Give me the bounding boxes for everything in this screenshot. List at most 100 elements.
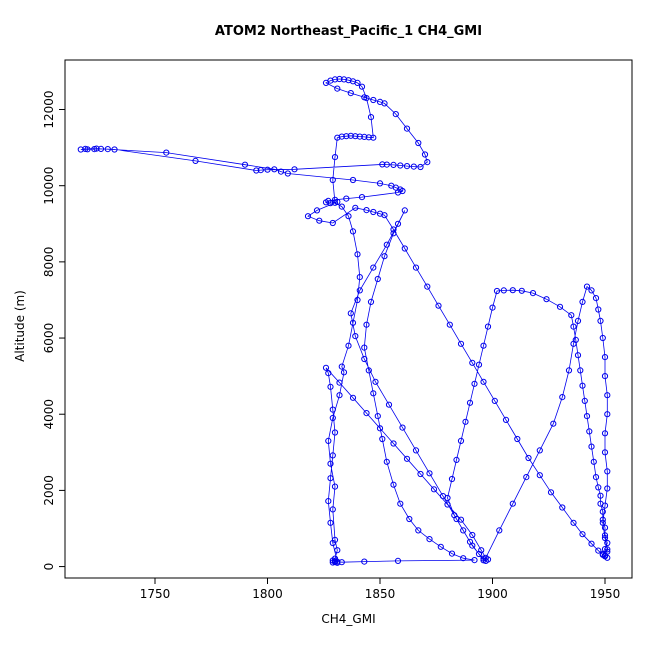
data-point-marker <box>588 287 595 294</box>
data-point-marker <box>415 527 422 534</box>
data-point-marker <box>601 524 609 531</box>
data-point-marker <box>347 90 354 97</box>
chart-title: ATOM2 Northeast_Pacific_1 CH4_GMI <box>214 24 483 39</box>
data-point-marker <box>381 212 388 219</box>
data-point-marker <box>579 531 586 538</box>
data-point-marker <box>77 146 84 153</box>
data-point-marker <box>550 420 557 427</box>
data-point-marker <box>304 213 312 220</box>
data-point-marker <box>448 475 456 483</box>
data-point-marker <box>471 557 478 564</box>
data-point-marker <box>291 166 298 173</box>
data-point-marker <box>104 146 111 153</box>
data-point-marker <box>500 287 507 294</box>
data-point-marker <box>322 364 330 371</box>
data-point-marker <box>601 534 609 542</box>
data-point-marker <box>417 470 424 478</box>
data-point-marker <box>349 394 357 401</box>
data-point-marker <box>586 428 593 435</box>
data-point-marker <box>489 304 496 311</box>
y-tick-label: 8000 <box>42 247 56 278</box>
data-point-marker <box>376 180 384 187</box>
data-point-marker <box>379 435 386 443</box>
data-point-marker <box>426 536 433 543</box>
data-point-marker <box>390 161 397 168</box>
data-point-marker <box>518 287 525 294</box>
data-point-marker <box>583 413 591 420</box>
data-point-marker <box>327 519 334 526</box>
y-axis-label: Altitude (m) <box>13 290 27 362</box>
y-tick-label: 0 <box>42 563 56 571</box>
data-point-marker <box>509 500 516 507</box>
data-point-marker <box>370 134 377 141</box>
data-point-marker <box>426 470 433 477</box>
data-point-marker <box>543 296 550 303</box>
data-point-marker <box>356 133 363 140</box>
data-point-marker <box>457 437 465 444</box>
data-point-marker <box>343 133 350 140</box>
data-point-marker <box>381 253 388 260</box>
x-tick-label: 1750 <box>140 587 171 601</box>
data-point-marker <box>365 367 372 374</box>
data-point-marker <box>410 163 417 170</box>
data-point-marker <box>376 425 384 432</box>
data-point-marker <box>460 527 467 534</box>
data-point-marker <box>163 149 170 156</box>
data-point-marker <box>601 373 609 380</box>
data-point-marker <box>579 298 586 305</box>
data-point-marker <box>82 145 89 152</box>
data-point-marker <box>604 392 611 399</box>
data-point-marker <box>601 449 609 456</box>
data-point-marker <box>601 532 609 539</box>
data-point-marker <box>462 418 469 425</box>
data-point-marker <box>358 83 366 90</box>
data-point-marker <box>601 354 609 361</box>
data-point-marker <box>482 554 489 561</box>
data-point-marker <box>437 543 444 550</box>
data-point-marker <box>343 195 350 202</box>
data-point-marker <box>597 317 604 324</box>
data-point-marker <box>370 208 377 216</box>
data-point-marker <box>331 483 339 490</box>
data-point-marker <box>329 414 336 422</box>
data-point-marker <box>334 558 341 565</box>
data-point-marker <box>583 283 591 290</box>
data-point-marker <box>581 397 588 404</box>
data-point-marker <box>448 550 456 557</box>
data-point-marker <box>493 287 501 295</box>
data-point-marker <box>592 474 600 481</box>
data-point-marker <box>257 167 264 174</box>
data-point-marker <box>347 132 354 139</box>
data-point-marker <box>316 217 323 224</box>
data-point-marker <box>570 340 577 347</box>
data-point-marker <box>604 485 611 492</box>
data-point-marker <box>354 251 361 258</box>
data-point-marker <box>556 303 564 310</box>
data-point-marker <box>347 310 354 317</box>
data-point-marker <box>370 96 377 104</box>
data-point-marker <box>424 159 431 166</box>
data-point-marker <box>372 378 379 385</box>
data-point-marker <box>460 555 467 562</box>
data-point-marker <box>192 157 199 164</box>
data-point-marker <box>412 264 420 271</box>
data-point-marker <box>390 440 397 447</box>
data-point-marker <box>601 546 609 553</box>
data-point-marker <box>349 176 357 184</box>
data-point-marker <box>595 306 602 313</box>
data-point-marker <box>361 94 368 101</box>
data-point-marker <box>361 133 368 140</box>
series-line <box>80 78 608 564</box>
data-point-marker <box>604 539 611 547</box>
data-point-marker <box>385 401 393 408</box>
data-point-marker <box>329 452 336 459</box>
data-point-marker <box>284 170 291 177</box>
data-point-marker <box>424 283 431 290</box>
data-point-marker <box>352 204 359 211</box>
data-point-marker <box>406 515 413 523</box>
data-point-marker <box>412 447 420 454</box>
y-tick-label: 12000 <box>42 90 56 128</box>
data-point-marker <box>604 546 611 553</box>
data-point-marker <box>361 344 368 351</box>
data-point-marker <box>331 154 339 161</box>
